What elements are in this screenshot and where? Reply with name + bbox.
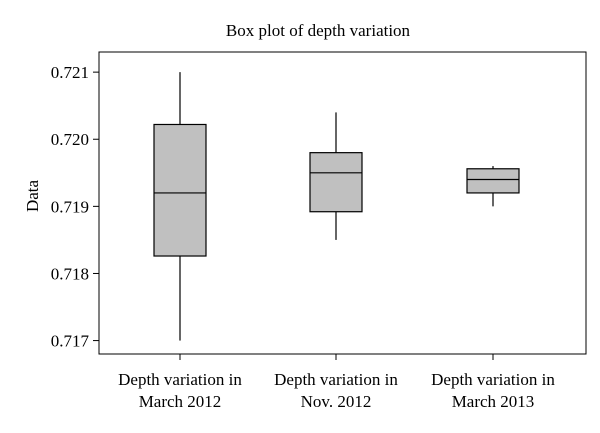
interquartile-box [309, 152, 363, 213]
x-category-label: Nov. 2012 [301, 392, 372, 411]
x-axis-category-labels: Depth variation in March 2012 Depth variat… [118, 354, 555, 411]
chart-title: Box plot of depth variation [226, 21, 411, 40]
y-tick-label: 0.717 [51, 332, 90, 351]
x-category-label: Depth variation in [431, 370, 555, 389]
y-tick-label: 0.721 [51, 63, 89, 82]
interquartile-box [153, 123, 207, 257]
x-category-label: Depth variation in [118, 370, 242, 389]
y-tick-label: 0.719 [51, 197, 89, 216]
x-category-label: March 2013 [452, 392, 535, 411]
y-tick-label: 0.720 [51, 130, 89, 149]
x-category-label: Depth variation in [274, 370, 398, 389]
box-3 [466, 166, 520, 207]
box-2 [309, 112, 363, 240]
box-1 [153, 72, 207, 341]
interquartile-box [466, 168, 520, 194]
y-tick-label: 0.718 [51, 264, 89, 283]
boxes [153, 72, 520, 341]
y-axis: 0.717 0.718 0.719 0.720 0.721 [51, 63, 99, 351]
y-axis-label: Data [23, 180, 42, 213]
plot-frame [98, 51, 587, 355]
x-category-label: March 2012 [139, 392, 222, 411]
